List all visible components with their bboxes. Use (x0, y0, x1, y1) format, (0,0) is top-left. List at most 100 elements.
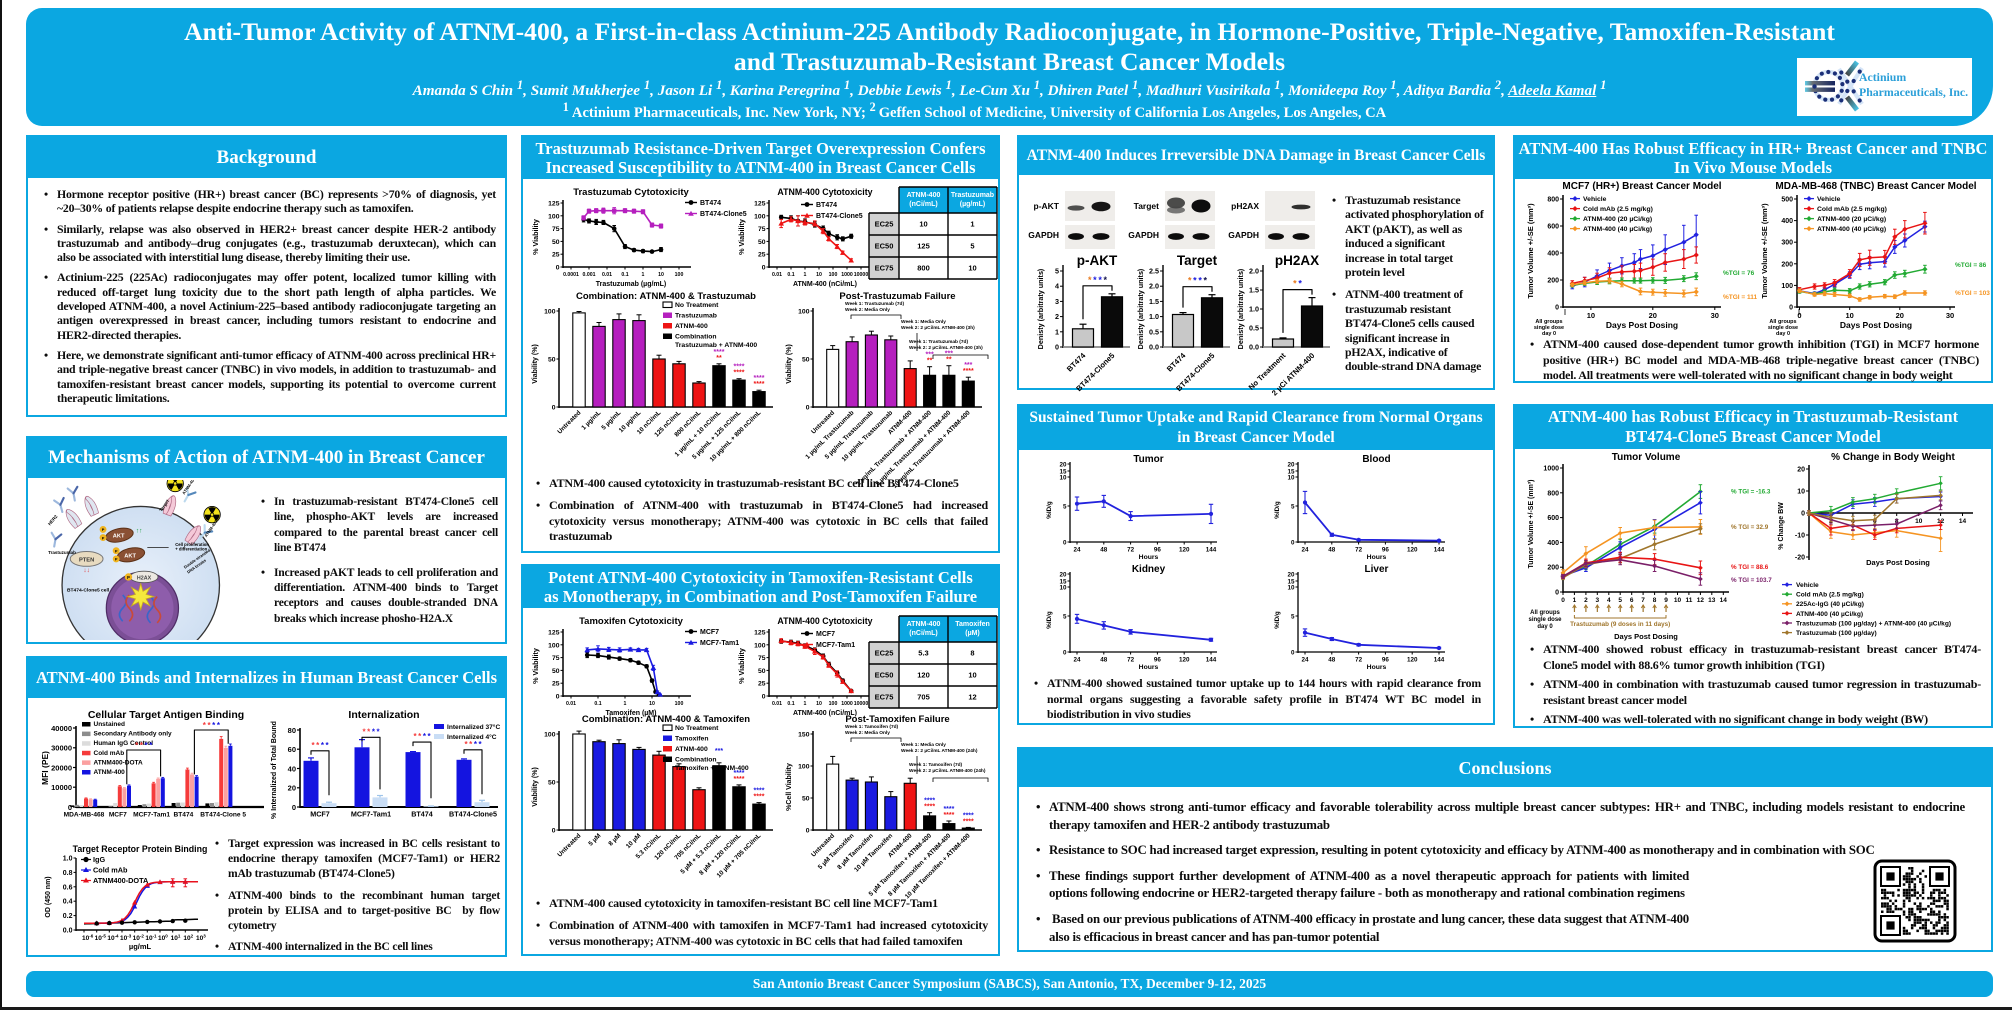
svg-text:*: * (207, 721, 211, 730)
svg-text:50: 50 (802, 796, 810, 803)
svg-text:1 µg/mL: 1 µg/mL (580, 409, 602, 431)
svg-text:EC25: EC25 (875, 649, 894, 658)
svg-text:30000: 30000 (51, 744, 72, 753)
svg-text:Combination: ATNM-400 & Trastu: Combination: ATNM-400 & Trastuzumab (576, 291, 756, 302)
svg-text:µg/mL: µg/mL (129, 942, 152, 951)
svg-text:*: * (1098, 275, 1102, 285)
svg-text:0: 0 (1555, 590, 1559, 597)
svg-text:ATNM-400 (20 µCi/kg): ATNM-400 (20 µCi/kg) (1817, 216, 1886, 223)
svg-text:MCF7-Tam1: MCF7-Tam1 (700, 640, 739, 647)
svg-text:12: 12 (1697, 597, 1705, 604)
svg-text:1000: 1000 (841, 701, 853, 707)
svg-text:*: * (474, 740, 478, 749)
svg-text:10: 10 (1797, 489, 1805, 496)
svg-text:BT474: BT474 (700, 200, 721, 207)
svg-text:day 0: day 0 (1542, 331, 1556, 337)
svg-text:P: P (115, 557, 118, 562)
svg-text:4: 4 (1055, 282, 1059, 291)
svg-text:500: 500 (1781, 197, 1793, 204)
svg-text:5: 5 (1291, 613, 1295, 620)
svg-text:GAPDH: GAPDH (1028, 230, 1059, 240)
svg-text:ATNM-400 Cytotoxicity: ATNM-400 Cytotoxicity (777, 187, 872, 197)
svg-text:10: 10 (816, 701, 822, 707)
svg-text:10-2: 10-2 (133, 934, 145, 943)
svg-text:Hours: Hours (1139, 664, 1159, 671)
svg-text:All groups: All groups (1530, 610, 1560, 616)
svg-text:9: 9 (1664, 597, 1668, 604)
svg-text:0: 0 (1055, 343, 1059, 352)
svg-text:Week 2: 2 µCi/mL ATNM-400 (24h: Week 2: 2 µCi/mL ATNM-400 (24h) (909, 768, 986, 774)
svg-text:10: 10 (1915, 518, 1923, 525)
svg-text:Internalized 4°C: Internalized 4°C (447, 733, 497, 741)
svg-text:1: 1 (624, 701, 627, 707)
svg-text:Trastuzumab: Trastuzumab (48, 550, 76, 555)
svg-text:4: 4 (1607, 597, 1611, 604)
svg-text:-20: -20 (1795, 555, 1805, 562)
svg-text:72: 72 (1355, 657, 1363, 664)
svg-text:%Cell Viability: %Cell Viability (786, 763, 793, 811)
svg-text:Hours: Hours (1139, 554, 1159, 561)
svg-text:ATNM400-DOTA: ATNM400-DOTA (94, 759, 144, 766)
svg-text:Week 2: 2 µCi/mL ATNM-400 (24h: Week 2: 2 µCi/mL ATNM-400 (24h) (901, 748, 978, 754)
svg-text:10000: 10000 (854, 272, 869, 278)
svg-text:BT474: BT474 (1065, 351, 1088, 374)
svg-text:200: 200 (1547, 278, 1559, 285)
svg-text:0.01: 0.01 (566, 701, 576, 707)
svg-text:*: * (212, 721, 216, 730)
svg-text:BT474-Clone 5: BT474-Clone 5 (200, 812, 246, 819)
svg-text:120: 120 (1407, 547, 1418, 554)
svg-text:0: 0 (1797, 311, 1801, 320)
svg-text:****: **** (754, 788, 765, 795)
svg-text:1: 1 (804, 272, 807, 278)
svg-text:Combination: ATNM-400 & Tamoxi: Combination: ATNM-400 & Tamoxifen (582, 714, 750, 725)
svg-text:pH2AX: pH2AX (1231, 201, 1259, 211)
svg-text:↓↓: ↓↓ (83, 567, 90, 574)
svg-text:No Treatment: No Treatment (675, 302, 719, 309)
svg-text:100: 100 (829, 701, 838, 707)
svg-text:Tumor Volume: Tumor Volume (1612, 452, 1681, 463)
svg-text:Combination: Combination (675, 757, 717, 764)
svg-text:100: 100 (754, 213, 766, 220)
svg-text:*: * (149, 741, 153, 750)
svg-text:0: 0 (762, 265, 766, 272)
svg-text:Denisty (arbitraty units): Denisty (arbitraty units) (1136, 268, 1145, 349)
svg-text:75: 75 (552, 655, 560, 662)
svg-text:MCF7-Tam1: MCF7-Tam1 (816, 642, 855, 649)
svg-text:Tumor Volume +/-SE (mm³): Tumor Volume +/-SE (mm³) (1528, 480, 1535, 569)
svg-text:10: 10 (968, 264, 976, 273)
svg-text:0: 0 (1063, 649, 1067, 656)
svg-text:11: 11 (1685, 597, 1692, 604)
svg-text:5: 5 (1055, 267, 1059, 276)
svg-text:15: 15 (1059, 468, 1067, 475)
svg-text:0: 0 (1801, 511, 1805, 518)
svg-text:48: 48 (1328, 657, 1336, 664)
svg-text:IgG: IgG (93, 855, 105, 864)
svg-text:*: * (135, 741, 139, 750)
svg-text:Cellular Target Antigen Bindin: Cellular Target Antigen Binding (88, 709, 244, 721)
svg-text:BT474: BT474 (411, 810, 433, 819)
svg-text:MCF7: MCF7 (109, 812, 127, 819)
svg-text:48: 48 (1100, 657, 1108, 664)
svg-text:144: 144 (1434, 657, 1445, 664)
svg-text:MCF7-Tam1: MCF7-Tam1 (351, 810, 391, 819)
svg-text:0.2: 0.2 (63, 913, 73, 920)
svg-text:600: 600 (1547, 515, 1559, 522)
svg-text:Trastuzumab (100 µg/day) + ATN: Trastuzumab (100 µg/day) + ATNM-400 (40 … (1796, 620, 1951, 627)
svg-text:96: 96 (1154, 547, 1162, 554)
svg-text:125: 125 (754, 201, 766, 208)
svg-text:*: * (217, 721, 221, 730)
svg-text:ATNM-400 Cytotoxicity: ATNM-400 Cytotoxicity (777, 616, 872, 626)
svg-text:150: 150 (798, 732, 810, 739)
svg-text:MCF7-Tam1: MCF7-Tam1 (133, 812, 170, 819)
svg-text:100: 100 (544, 309, 556, 316)
svg-text:50: 50 (758, 239, 766, 246)
svg-text:single dose: single dose (1534, 325, 1564, 331)
svg-text:% Internalized of Total Bound: % Internalized of Total Bound (271, 721, 278, 819)
svg-text:Target Receptor Protein Bindin: Target Receptor Protein Binding (73, 844, 208, 854)
svg-text:Viability (%): Viability (%) (532, 344, 539, 384)
svg-text:20: 20 (1896, 311, 1904, 320)
svg-text:*: * (1193, 276, 1197, 286)
svg-text:144: 144 (1206, 657, 1217, 664)
svg-text:% Change in Body Weight: % Change in Body Weight (1831, 452, 1955, 463)
svg-text:1: 1 (642, 272, 645, 278)
